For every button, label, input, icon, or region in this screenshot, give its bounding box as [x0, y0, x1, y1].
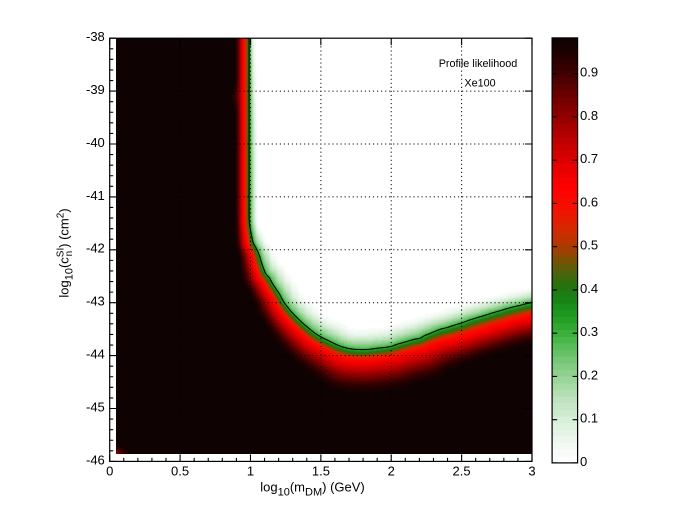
svg-text:-46: -46: [86, 452, 105, 467]
svg-text:-38: -38: [86, 29, 105, 44]
svg-text:0.3: 0.3: [580, 324, 598, 339]
svg-text:0.1: 0.1: [580, 411, 598, 426]
svg-text:2: 2: [388, 464, 395, 479]
svg-text:-43: -43: [86, 294, 105, 309]
svg-text:0.7: 0.7: [580, 151, 598, 166]
svg-text:3: 3: [528, 464, 535, 479]
svg-text:-44: -44: [86, 347, 105, 362]
svg-text:0.5: 0.5: [580, 238, 598, 253]
svg-text:0.5: 0.5: [171, 464, 189, 479]
svg-text:Profile likelihood: Profile likelihood: [439, 58, 518, 70]
svg-text:Xe100: Xe100: [464, 78, 495, 90]
svg-text:0.6: 0.6: [580, 194, 598, 209]
svg-text:-39: -39: [86, 82, 105, 97]
svg-text:1: 1: [247, 464, 254, 479]
svg-text:-40: -40: [86, 135, 105, 150]
svg-text:0.8: 0.8: [580, 108, 598, 123]
svg-text:-42: -42: [86, 241, 105, 256]
svg-text:0.4: 0.4: [580, 281, 598, 296]
svg-text:0: 0: [106, 464, 113, 479]
svg-text:0.9: 0.9: [580, 65, 598, 80]
svg-text:-41: -41: [86, 188, 105, 203]
svg-text:1.5: 1.5: [312, 464, 330, 479]
svg-text:0.2: 0.2: [580, 367, 598, 382]
svg-text:0: 0: [580, 454, 587, 469]
svg-text:-45: -45: [86, 399, 105, 414]
svg-text:2.5: 2.5: [453, 464, 471, 479]
